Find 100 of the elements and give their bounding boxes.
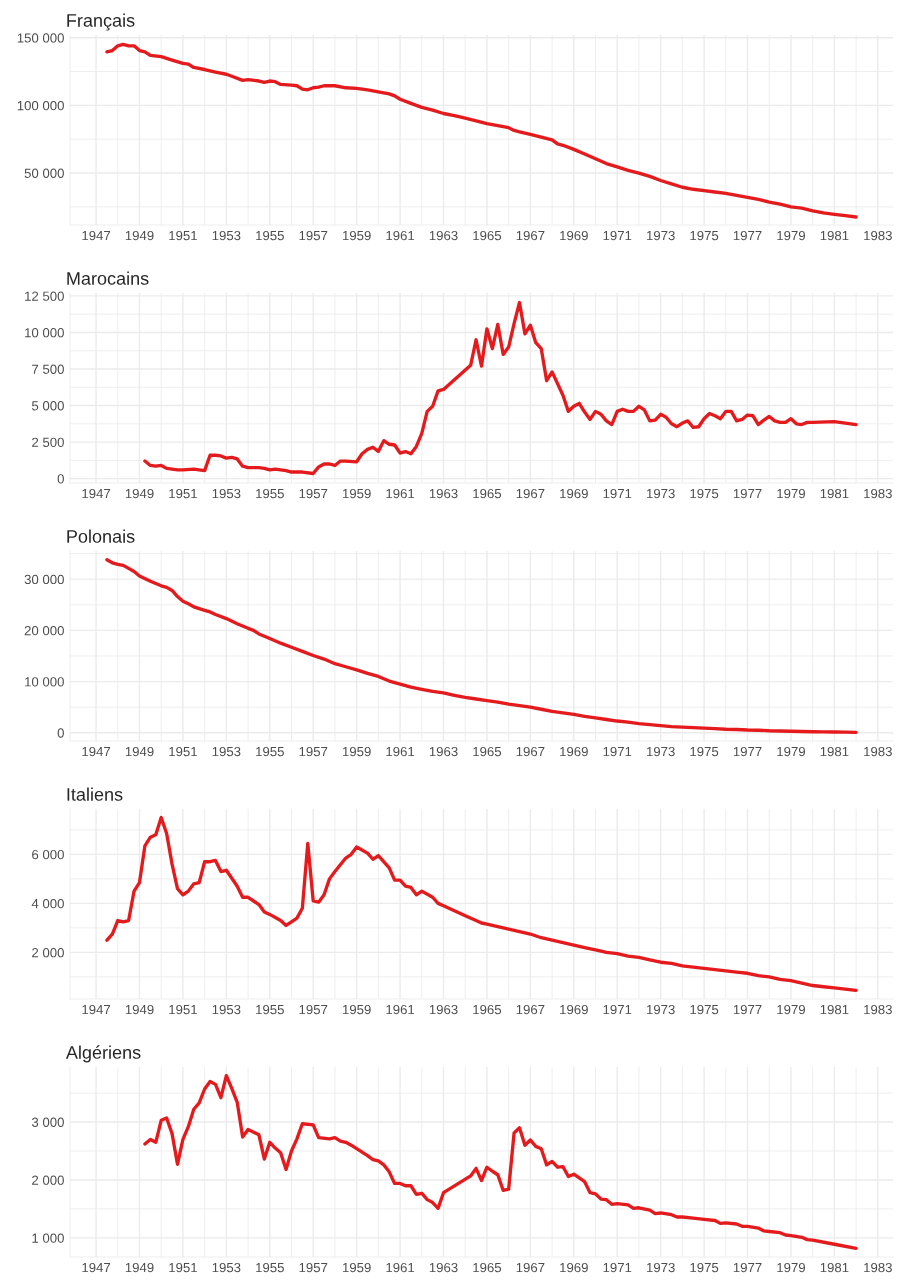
x-tick-label: 1977 — [733, 746, 762, 757]
chart-title: Français — [67, 13, 135, 31]
x-tick-label: 1973 — [646, 230, 675, 241]
x-tick-label: 1953 — [212, 230, 241, 241]
y-tick-label: 6 000 — [32, 849, 64, 860]
x-tick-label: 1981 — [820, 746, 849, 757]
x-tick-label: 1963 — [429, 488, 458, 499]
x-tick-label: 1979 — [777, 488, 805, 499]
x-tick-label: 1969 — [560, 746, 588, 757]
x-tick-label: 1963 — [429, 746, 458, 757]
y-tick-label: 1 000 — [32, 1233, 64, 1243]
line-series — [143, 300, 858, 476]
y-tick-label: 50 000 — [24, 168, 64, 178]
y-tick-label: 12 500 — [25, 291, 64, 301]
x-tick-label: 1977 — [733, 230, 762, 241]
x-tick-label: 1953 — [212, 1262, 241, 1273]
x-tick-label: 1969 — [560, 488, 588, 499]
y-tick-label: 2 000 — [32, 947, 64, 958]
x-tick-label: 1967 — [516, 1004, 545, 1015]
x-tick-label: 1981 — [820, 488, 849, 499]
x-tick-label: 1979 — [777, 1262, 805, 1273]
x-tick-label: 1957 — [299, 230, 328, 241]
x-tick-label: 1969 — [560, 1262, 588, 1273]
x-tick-label: 1967 — [516, 746, 545, 757]
x-tick-label: 1949 — [125, 488, 154, 499]
x-tick-label: 1979 — [777, 230, 805, 241]
x-tick-label: 1955 — [256, 1262, 284, 1273]
x-tick-label: 1979 — [777, 1004, 805, 1015]
x-tick-label: 1975 — [690, 488, 719, 499]
x-tick-label: 1947 — [82, 230, 111, 241]
x-tick-label: 1949 — [125, 230, 154, 241]
x-tick-label: 1961 — [386, 746, 415, 757]
y-tick-label: 150 000 — [17, 33, 64, 43]
x-tick-label: 1965 — [473, 230, 502, 241]
x-tick-label: 1947 — [82, 746, 111, 757]
x-tick-label: 1977 — [733, 1262, 762, 1273]
x-tick-label: 1951 — [169, 746, 197, 757]
line-series — [105, 558, 858, 734]
x-tick-label: 1951 — [169, 488, 197, 499]
y-tick-label: 10 000 — [25, 677, 64, 687]
chart-title: Italiens — [67, 787, 123, 801]
x-tick-label: 1967 — [516, 488, 545, 499]
x-tick-label: 1977 — [733, 488, 762, 499]
x-tick-label: 1953 — [212, 746, 241, 757]
x-tick-label: 1981 — [820, 1004, 849, 1015]
x-tick-label: 1955 — [256, 746, 284, 757]
x-tick-label: 1951 — [169, 1262, 197, 1273]
x-tick-label: 1983 — [864, 230, 892, 241]
x-tick-label: 1949 — [125, 1262, 154, 1273]
x-tick-label: 1973 — [646, 746, 675, 757]
x-tick-label: 1951 — [169, 230, 197, 241]
x-tick-label: 1947 — [82, 1262, 111, 1273]
x-tick-label: 1949 — [125, 746, 154, 757]
x-tick-label: 1947 — [82, 488, 111, 499]
x-tick-label: 1967 — [516, 1262, 545, 1273]
y-tick-label: 5 000 — [31, 401, 64, 411]
y-tick-label: 2 000 — [32, 1175, 64, 1185]
line-series — [143, 1074, 858, 1250]
x-tick-label: 1975 — [690, 1262, 719, 1273]
x-tick-label: 1957 — [299, 1262, 328, 1273]
x-tick-label: 1973 — [646, 1262, 675, 1273]
x-tick-label: 1971 — [603, 746, 632, 757]
y-tick-label: 30 000 — [24, 574, 64, 585]
x-tick-label: 1983 — [864, 746, 892, 757]
x-tick-label: 1973 — [646, 1004, 675, 1015]
x-tick-label: 1965 — [473, 746, 502, 757]
x-tick-label: 1965 — [473, 1262, 502, 1273]
chart-title: Marocains — [67, 271, 149, 285]
x-tick-label: 1979 — [777, 746, 805, 757]
line-series — [105, 815, 858, 993]
chart-title: Algériens — [65, 1045, 141, 1063]
x-tick-label: 1961 — [386, 230, 415, 241]
x-tick-label: 1963 — [429, 1004, 458, 1015]
x-tick-label: 1959 — [342, 1262, 371, 1273]
line-series — [105, 42, 858, 219]
x-tick-label: 1975 — [690, 230, 719, 241]
y-tick-label: 2 500 — [32, 437, 64, 447]
x-tick-label: 1949 — [125, 1004, 154, 1015]
x-tick-label: 1953 — [212, 488, 241, 499]
x-tick-label: 1963 — [429, 1262, 458, 1273]
x-tick-label: 1983 — [864, 1262, 892, 1273]
y-tick-label: 0 — [57, 728, 64, 738]
y-tick-label: 3 000 — [31, 1117, 64, 1127]
x-tick-label: 1961 — [386, 1004, 415, 1015]
x-tick-label: 1975 — [690, 1004, 719, 1015]
x-tick-label: 1969 — [560, 1004, 588, 1015]
y-tick-label: 0 — [57, 474, 64, 484]
x-tick-label: 1981 — [820, 1262, 849, 1273]
x-tick-label: 1959 — [342, 230, 371, 241]
x-tick-label: 1957 — [299, 746, 328, 757]
x-tick-label: 1951 — [169, 1004, 197, 1015]
x-tick-label: 1961 — [386, 1262, 415, 1273]
x-tick-label: 1961 — [386, 488, 415, 499]
x-tick-label: 1955 — [256, 230, 284, 241]
x-tick-label: 1955 — [256, 1004, 284, 1015]
x-tick-label: 1965 — [473, 488, 502, 499]
x-tick-label: 1969 — [560, 230, 588, 241]
x-tick-label: 1975 — [690, 746, 719, 757]
y-tick-label: 100 000 — [17, 100, 64, 111]
x-tick-label: 1957 — [299, 488, 328, 499]
